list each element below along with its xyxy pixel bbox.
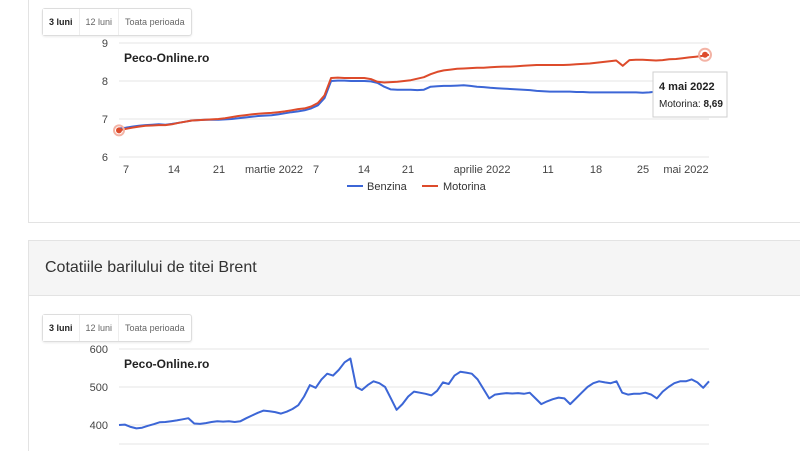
watermark: Peco-Online.ro [124,51,209,65]
x-tick-label: martie 2022 [245,164,303,176]
x-tick-label: 7 [123,164,129,176]
y-tick-label: 9 [102,38,108,50]
x-tick-label: aprilie 2022 [454,164,511,176]
start-point-marker [113,124,125,137]
range-all-button[interactable]: Toata perioada [125,323,185,333]
fuel-price-card [28,0,800,223]
brent-section-title: Cotatiile barilului de titei Brent [45,259,257,276]
legend-label: Motorina [443,181,487,193]
tooltip-value: 8,69 [703,99,723,110]
legend-label: Benzina [367,181,408,193]
x-tick-label: 14 [358,164,370,176]
x-tick-label: 7 [313,164,319,176]
range-3-months-button[interactable]: 3 luni [43,9,80,35]
x-tick-label: 21 [213,164,225,176]
range-12-months-button[interactable]: 12 luni [80,9,120,35]
series-line-motorina [118,53,710,132]
x-tick-label: 11 [542,164,553,176]
end-point-marker [698,47,712,62]
range-12-months-button[interactable]: 12 luni [80,315,120,341]
x-tick-label: 18 [590,164,602,176]
tooltip-value-line: Motorina: 8,69 [659,99,723,110]
y-tick-label: 8 [102,76,108,88]
end-point-marker [702,51,708,58]
tooltip-box [652,71,728,118]
x-tick-label: 25 [637,164,649,176]
brent-card: Cotatiile barilului de titei Brent [28,240,800,451]
x-tick-label: mai 2022 [663,164,708,176]
brent-card-header: Cotatiile barilului de titei Brent [29,241,800,296]
range-selector-brent: 3 luni 12 luni Toata perioada [42,314,192,342]
x-tick-label: 14 [168,164,180,176]
y-tick-label: 6 [102,152,108,164]
tooltip-title: 4 mai 2022 [659,81,715,93]
tooltip-series-label: Motorina: [659,99,703,110]
fuel-price-chart: 6 7 8 9 7 14 21 martie 2022 7 14 21 aprilie 2022 11 1… [102,38,728,193]
start-point-marker [116,127,122,134]
y-tick-label: 7 [102,114,108,126]
range-selector-fuel: 3 luni 12 luni Toata perioada [42,8,192,36]
series-line-benzina [118,79,709,130]
range-3-months-button[interactable]: 3 luni [43,315,80,341]
x-tick-label: 21 [402,164,414,176]
range-all-button[interactable]: Toata perioada [125,17,185,27]
